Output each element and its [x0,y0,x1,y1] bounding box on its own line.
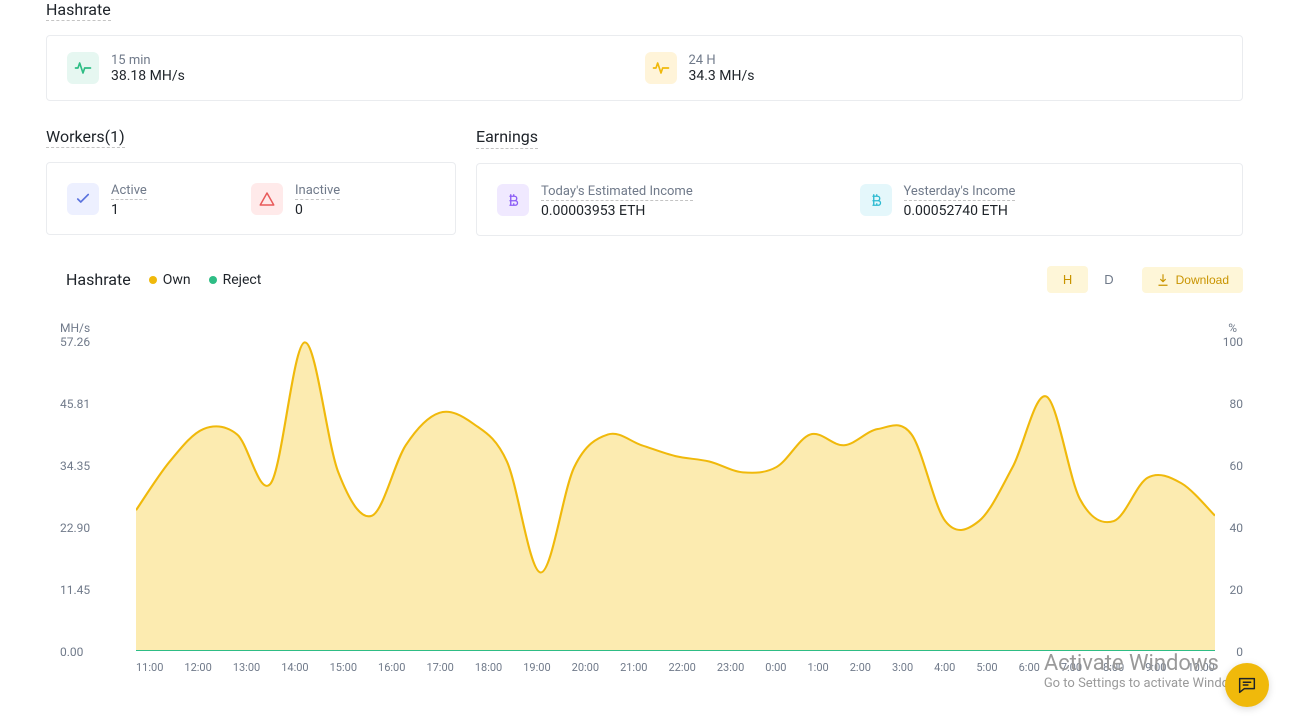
workers-active-label: Active [111,183,147,200]
x-tick: 13:00 [233,661,260,681]
check-icon [67,183,99,215]
hashrate-title: Hashrate [46,0,111,21]
y-right-tick: 40 [1230,521,1244,535]
x-tick: 5:00 [976,661,997,681]
download-icon [1156,273,1170,287]
y-left-tick: 34.35 [60,459,90,473]
legend-own[interactable]: Own [149,272,191,288]
workers-active[interactable]: Active 1 [67,179,251,218]
watermark-subtitle: Go to Settings to activate Windows. [1044,676,1249,691]
workers-inactive[interactable]: Inactive 0 [251,179,435,218]
bitcoin-icon [497,184,529,216]
earnings-yesterday-label: Yesterday's Income [904,184,1016,201]
y-left-tick: 11.45 [60,583,90,597]
legend-own-label: Own [163,272,191,288]
dot-icon [149,276,157,284]
earnings-section: Earnings Today's Estimated Income 0.0000… [476,127,1243,236]
hashrate-chart: MH/s 57.26 45.81 34.35 22.90 11.45 0.00 % 100… [46,321,1243,681]
legend-reject-label: Reject [223,272,262,288]
x-tick: 22:00 [668,661,695,681]
hashrate-24h-value: 34.3 MH/s [689,68,755,84]
segment-day[interactable]: D [1088,266,1129,293]
earnings-today-label: Today's Estimated Income [541,184,693,201]
hashrate-24h-label: 24 H [689,53,755,68]
y-left-tick: 22.90 [60,521,90,535]
hashrate-15min-label: 15 min [111,53,185,68]
x-tick: 21:00 [620,661,647,681]
workers-card: Active 1 Inactive 0 [46,162,456,235]
warning-icon [251,183,283,215]
y-left-tick: 0.00 [60,645,83,659]
hashrate-section: Hashrate 15 min 38.18 MH/s 24 H 34.3 MH/… [46,0,1243,101]
x-tick: 0:00 [765,661,786,681]
chat-button[interactable] [1225,663,1269,707]
hashrate-15min-value: 38.18 MH/s [111,68,185,84]
workers-title: Workers(1) [46,127,125,148]
y-right-tick: 60 [1230,459,1244,473]
earnings-yesterday-value: 0.00052740 ETH [904,203,1016,219]
y-right-tick: 100 [1223,335,1243,349]
watermark-title: Activate Windows [1044,651,1249,676]
earnings-today-value: 0.00003953 ETH [541,203,693,219]
legend-reject[interactable]: Reject [209,272,262,288]
x-tick: 11:00 [136,661,163,681]
x-tick: 1:00 [808,661,829,681]
timeframe-segment: H D [1047,266,1130,293]
hashrate-card: 15 min 38.18 MH/s 24 H 34.3 MH/s [46,35,1243,101]
x-tick: 17:00 [426,661,453,681]
download-button[interactable]: Download [1142,267,1243,293]
segment-hour[interactable]: H [1047,266,1088,293]
chart-title: Hashrate [66,270,131,289]
x-tick: 23:00 [717,661,744,681]
pulse-icon [67,52,99,84]
x-tick: 3:00 [892,661,913,681]
hashrate-15min: 15 min 38.18 MH/s [67,52,645,84]
chat-icon [1236,674,1258,696]
y-left-tick: 45.81 [60,397,90,411]
chart-plot[interactable] [136,341,1215,651]
earnings-today: Today's Estimated Income 0.00003953 ETH [497,180,860,219]
earnings-card: Today's Estimated Income 0.00003953 ETH … [476,163,1243,236]
hashrate-24h: 24 H 34.3 MH/s [645,52,1223,84]
download-label: Download [1176,273,1229,287]
x-tick: 20:00 [572,661,599,681]
x-tick: 19:00 [523,661,550,681]
windows-watermark: Activate Windows Go to Settings to activ… [1044,651,1249,691]
x-tick: 14:00 [281,661,308,681]
y-left-unit: MH/s [60,321,90,335]
workers-inactive-value: 0 [295,202,340,218]
pulse-icon [645,52,677,84]
x-tick: 15:00 [330,661,357,681]
y-right-tick: 80 [1230,397,1244,411]
chart-header: Hashrate Own Reject H D Download [46,266,1243,293]
x-tick: 2:00 [850,661,871,681]
y-right-unit: % [1228,321,1237,335]
workers-section: Workers(1) Active 1 Inactiv [46,127,456,236]
x-tick: 6:00 [1019,661,1040,681]
x-tick: 12:00 [184,661,211,681]
bitcoin-icon [860,184,892,216]
workers-active-value: 1 [111,202,147,218]
earnings-yesterday: Yesterday's Income 0.00052740 ETH [860,180,1223,219]
dot-icon [209,276,217,284]
y-left-tick: 57.26 [60,335,90,349]
x-tick: 16:00 [378,661,405,681]
x-tick: 18:00 [475,661,502,681]
workers-inactive-label: Inactive [295,183,340,200]
y-right-tick: 20 [1230,583,1244,597]
earnings-title: Earnings [476,127,538,149]
x-tick: 4:00 [934,661,955,681]
